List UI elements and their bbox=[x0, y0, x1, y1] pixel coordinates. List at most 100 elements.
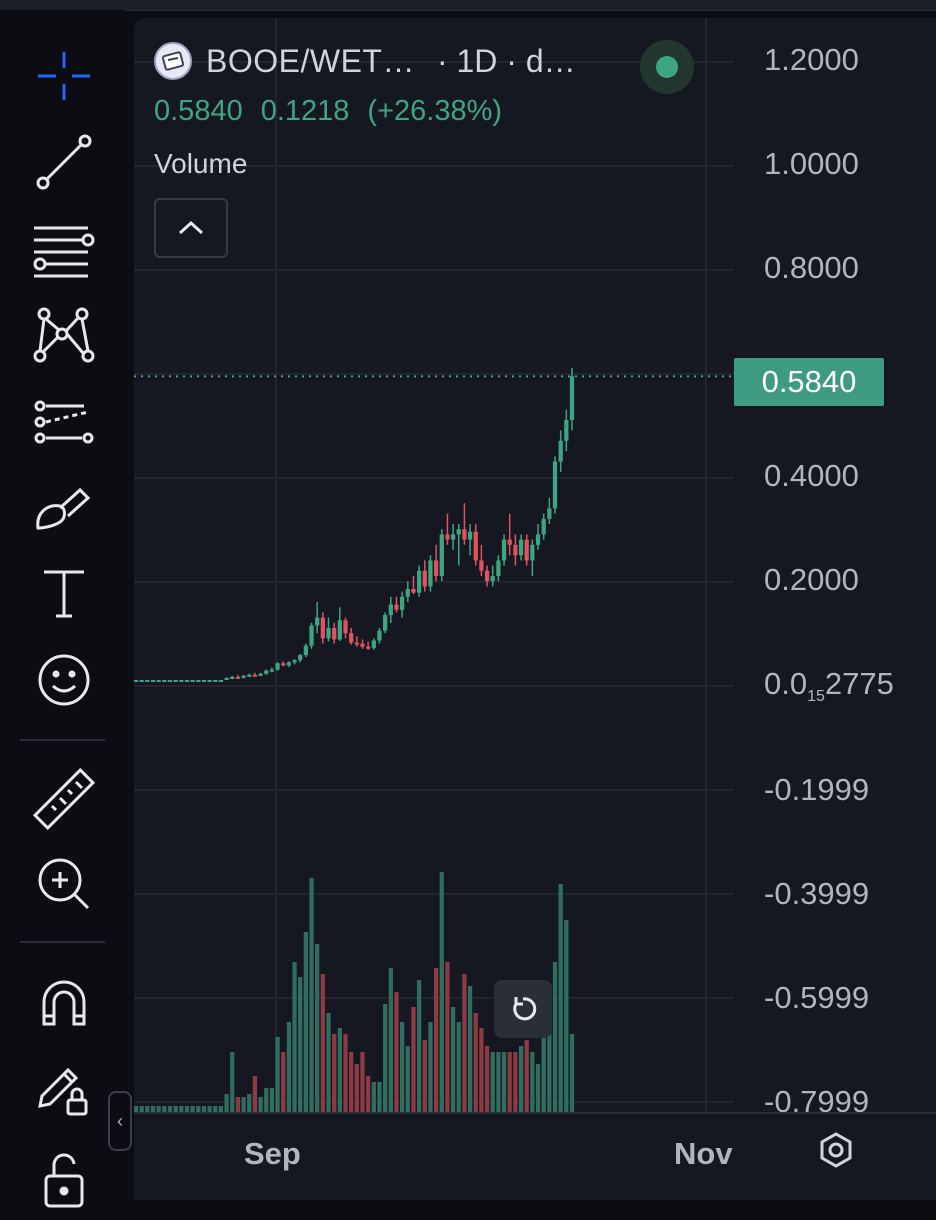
change-percent: (+26.38%) bbox=[367, 94, 503, 127]
candle-body bbox=[179, 680, 184, 682]
candle-body bbox=[150, 680, 156, 682]
price-chart[interactable] bbox=[134, 18, 936, 1112]
symbol-name[interactable]: BOOE/WET… bbox=[206, 42, 415, 79]
candle-body bbox=[309, 625, 314, 646]
volume-bar bbox=[315, 944, 320, 1112]
fib-retracement-icon[interactable] bbox=[22, 206, 106, 290]
candle-body bbox=[535, 534, 541, 545]
magnet-icon[interactable] bbox=[22, 960, 106, 1044]
candle-body bbox=[264, 670, 269, 674]
chart-settings-button[interactable] bbox=[816, 1130, 856, 1170]
top-bar bbox=[0, 0, 936, 11]
forecast-icon[interactable] bbox=[22, 378, 106, 462]
toolbar-divider bbox=[20, 739, 105, 741]
volume-bar bbox=[416, 980, 422, 1112]
candle-body bbox=[433, 560, 439, 576]
candle-body bbox=[162, 680, 167, 682]
time-axis[interactable]: Sep Nov bbox=[134, 1112, 936, 1200]
price-tick: 0.8000 bbox=[764, 250, 859, 285]
volume-bar bbox=[462, 974, 467, 1112]
chart-pane[interactable]: BOOE/WET… · 1D · d… 0.5840 0.1218 (+26.3… bbox=[134, 18, 936, 1200]
gear-icon bbox=[820, 1132, 852, 1168]
volume-indicator-label[interactable]: Volume bbox=[154, 148, 248, 179]
volume-bar bbox=[139, 1106, 144, 1112]
reset-chart-button[interactable] bbox=[494, 980, 552, 1038]
volume-bar bbox=[298, 977, 303, 1112]
ruler-icon[interactable] bbox=[22, 756, 106, 840]
volume-bar bbox=[484, 1046, 490, 1112]
volume-bar bbox=[150, 1106, 156, 1112]
candle-body bbox=[569, 376, 575, 420]
candle-body bbox=[213, 680, 218, 682]
candle-body bbox=[230, 676, 235, 679]
volume-bar bbox=[213, 1106, 218, 1112]
candle-body bbox=[496, 560, 501, 576]
volume-bar bbox=[349, 1052, 354, 1112]
candle-body bbox=[190, 680, 195, 682]
candle-body bbox=[145, 680, 150, 682]
volume-series bbox=[134, 872, 575, 1112]
symbol-header[interactable]: BOOE/WET… · 1D · d… bbox=[154, 38, 694, 94]
volume-bar bbox=[501, 1052, 507, 1112]
text-icon[interactable] bbox=[22, 550, 106, 634]
candle-body bbox=[201, 680, 207, 682]
volume-bar bbox=[541, 1034, 546, 1112]
volume-bar bbox=[207, 1106, 212, 1112]
volume-bar bbox=[309, 878, 314, 1112]
volume-bar bbox=[134, 1106, 139, 1112]
volume-bar bbox=[366, 1076, 371, 1112]
candle-body bbox=[439, 534, 444, 576]
candle-body bbox=[292, 660, 297, 663]
candle-body bbox=[258, 673, 263, 676]
candle-body bbox=[507, 539, 512, 545]
drawing-toolbar bbox=[0, 10, 126, 1208]
collapse-toolbar-handle[interactable]: ‹ bbox=[108, 1091, 132, 1151]
collapse-legend-button[interactable] bbox=[154, 198, 228, 258]
candle-body bbox=[281, 663, 286, 666]
volume-bar bbox=[439, 872, 444, 1112]
volume-bar bbox=[428, 1022, 433, 1112]
toolbar-divider bbox=[20, 941, 105, 943]
volume-bar bbox=[201, 1106, 207, 1112]
emoji-icon[interactable] bbox=[22, 636, 106, 720]
candle-body bbox=[490, 576, 495, 582]
volume-bar bbox=[326, 1013, 331, 1112]
market-status[interactable] bbox=[640, 40, 694, 94]
candle-body bbox=[218, 680, 224, 682]
token-logo bbox=[154, 42, 192, 80]
volume-bar bbox=[422, 1040, 427, 1112]
candle-body bbox=[467, 531, 473, 540]
trend-line-icon[interactable] bbox=[22, 120, 106, 204]
candle-body bbox=[366, 646, 371, 649]
candle-body bbox=[241, 675, 246, 678]
pattern-icon[interactable] bbox=[22, 292, 106, 376]
lock-drawings-icon[interactable] bbox=[22, 1046, 106, 1130]
volume-bar bbox=[371, 1082, 376, 1112]
crosshair-icon[interactable] bbox=[22, 34, 106, 118]
volume-bar bbox=[507, 1052, 512, 1112]
candle-series bbox=[134, 368, 575, 682]
brush-icon[interactable] bbox=[22, 464, 106, 548]
volume-bar bbox=[343, 1034, 348, 1112]
volume-bar bbox=[241, 1097, 246, 1112]
volume-bar bbox=[433, 968, 439, 1112]
interval-label[interactable]: · 1D · d… bbox=[436, 42, 576, 79]
volume-bar bbox=[320, 974, 325, 1112]
candle-body bbox=[371, 640, 376, 648]
unlock-icon[interactable] bbox=[22, 1136, 106, 1220]
candle-body bbox=[354, 642, 359, 645]
volume-bar bbox=[564, 920, 569, 1112]
price-tick: 0.4000 bbox=[764, 458, 859, 493]
zoom-in-icon[interactable] bbox=[22, 840, 106, 924]
candle-body bbox=[139, 680, 144, 682]
candle-body bbox=[383, 615, 388, 631]
candle-body bbox=[173, 680, 178, 682]
candle-body bbox=[400, 596, 405, 610]
volume-bar bbox=[281, 1052, 286, 1112]
candle-body bbox=[275, 663, 280, 670]
volume-bar bbox=[513, 1052, 518, 1112]
candle-body bbox=[484, 570, 490, 582]
volume-bar bbox=[145, 1106, 150, 1112]
candle-body bbox=[513, 544, 518, 556]
candle-body bbox=[326, 628, 331, 639]
